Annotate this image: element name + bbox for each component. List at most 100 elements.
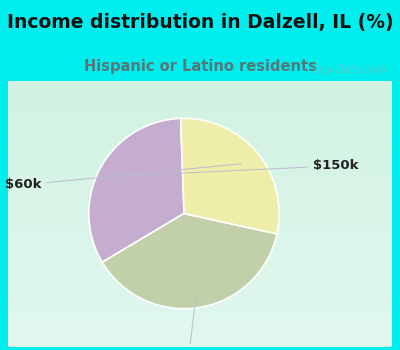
Bar: [8, 251, 392, 253]
Bar: [8, 211, 392, 214]
Bar: [8, 187, 392, 190]
Bar: [8, 107, 392, 110]
Bar: [8, 131, 392, 134]
Bar: [8, 333, 392, 336]
Bar: [8, 315, 392, 317]
Bar: [8, 328, 392, 330]
Bar: [8, 224, 392, 227]
Text: City-Data.com: City-Data.com: [312, 65, 386, 76]
Bar: [8, 288, 392, 290]
Bar: [8, 344, 392, 346]
Bar: [8, 248, 392, 251]
Bar: [8, 158, 392, 160]
Bar: [8, 285, 392, 288]
Bar: [8, 136, 392, 139]
Bar: [8, 232, 392, 235]
Bar: [8, 338, 392, 341]
Text: $40k: $40k: [170, 293, 207, 350]
Bar: [8, 179, 392, 182]
Bar: [8, 102, 392, 104]
Bar: [8, 320, 392, 323]
Bar: [8, 280, 392, 283]
Wedge shape: [181, 118, 279, 234]
Bar: [8, 118, 392, 120]
Wedge shape: [102, 214, 277, 309]
Bar: [8, 197, 392, 200]
Bar: [8, 256, 392, 259]
Bar: [8, 120, 392, 123]
Bar: [8, 312, 392, 315]
Bar: [8, 163, 392, 166]
Bar: [8, 264, 392, 267]
Bar: [8, 283, 392, 285]
Bar: [8, 240, 392, 243]
Bar: [8, 97, 392, 99]
Bar: [8, 214, 392, 216]
Bar: [8, 259, 392, 261]
Bar: [8, 155, 392, 158]
Bar: [8, 325, 392, 328]
Bar: [8, 115, 392, 118]
Bar: [8, 267, 392, 270]
Bar: [8, 91, 392, 94]
Bar: [8, 270, 392, 272]
Bar: [8, 174, 392, 176]
Bar: [8, 83, 392, 86]
Bar: [8, 290, 392, 293]
Text: Income distribution in Dalzell, IL (%): Income distribution in Dalzell, IL (%): [7, 13, 393, 32]
Bar: [8, 275, 392, 277]
Bar: [8, 323, 392, 325]
Bar: [8, 142, 392, 144]
Bar: [8, 134, 392, 136]
Bar: [8, 237, 392, 240]
Text: $150k: $150k: [118, 159, 358, 176]
Bar: [8, 317, 392, 320]
Bar: [8, 219, 392, 222]
Bar: [8, 144, 392, 147]
Bar: [8, 190, 392, 192]
Bar: [8, 341, 392, 344]
Bar: [8, 110, 392, 112]
Bar: [8, 89, 392, 91]
Bar: [8, 235, 392, 237]
Bar: [8, 253, 392, 256]
Bar: [8, 86, 392, 89]
Bar: [8, 112, 392, 115]
Bar: [8, 160, 392, 163]
Bar: [8, 222, 392, 224]
Bar: [8, 243, 392, 245]
Bar: [8, 168, 392, 171]
Bar: [8, 147, 392, 150]
Bar: [8, 200, 392, 203]
Bar: [8, 203, 392, 205]
Bar: [8, 309, 392, 312]
Bar: [8, 293, 392, 296]
Wedge shape: [89, 118, 184, 262]
Bar: [8, 166, 392, 168]
Bar: [8, 227, 392, 230]
Bar: [8, 299, 392, 301]
Bar: [8, 307, 392, 309]
Bar: [8, 128, 392, 131]
Bar: [8, 150, 392, 152]
Bar: [8, 296, 392, 299]
Bar: [8, 192, 392, 195]
Bar: [8, 171, 392, 174]
Bar: [8, 277, 392, 280]
Bar: [8, 99, 392, 102]
Bar: [8, 94, 392, 97]
Bar: [8, 330, 392, 333]
Text: Hispanic or Latino residents: Hispanic or Latino residents: [84, 58, 316, 74]
Bar: [8, 195, 392, 197]
Bar: [8, 261, 392, 264]
Bar: [8, 245, 392, 248]
Bar: [8, 152, 392, 155]
Bar: [8, 301, 392, 304]
Bar: [8, 184, 392, 187]
Text: $60k: $60k: [5, 164, 241, 191]
Bar: [8, 139, 392, 142]
Bar: [8, 104, 392, 107]
Bar: [8, 176, 392, 179]
Bar: [8, 126, 392, 128]
Bar: [8, 336, 392, 338]
